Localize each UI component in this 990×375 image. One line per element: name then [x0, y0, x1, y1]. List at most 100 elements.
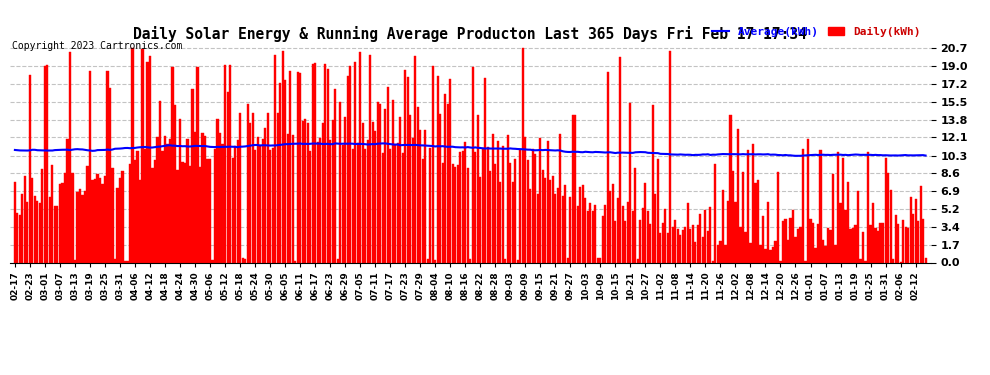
Bar — [94, 179, 96, 262]
Bar — [435, 260, 437, 262]
Bar — [469, 260, 471, 262]
Bar — [737, 129, 739, 262]
Bar — [754, 183, 756, 262]
Bar — [707, 231, 709, 262]
Bar — [422, 159, 424, 262]
Bar — [76, 192, 78, 262]
Bar — [852, 228, 854, 262]
Bar — [34, 196, 36, 262]
Bar — [299, 73, 301, 262]
Bar — [189, 166, 191, 262]
Bar — [329, 140, 332, 262]
Bar — [810, 219, 812, 262]
Bar — [442, 164, 444, 262]
Bar — [286, 134, 289, 262]
Bar — [512, 182, 514, 262]
Bar — [564, 185, 566, 262]
Bar — [96, 174, 99, 262]
Bar — [242, 258, 244, 262]
Bar — [302, 121, 304, 262]
Bar — [445, 94, 446, 262]
Bar — [61, 183, 63, 262]
Bar — [502, 146, 504, 262]
Bar — [514, 159, 517, 262]
Bar — [644, 183, 646, 262]
Bar — [124, 261, 126, 262]
Bar — [615, 221, 617, 262]
Bar — [79, 189, 81, 262]
Bar — [815, 249, 817, 262]
Bar — [656, 159, 659, 262]
Bar — [254, 150, 256, 262]
Bar — [129, 164, 131, 262]
Bar — [402, 153, 404, 262]
Bar — [319, 138, 321, 262]
Bar — [259, 145, 261, 262]
Bar — [419, 130, 422, 262]
Bar — [479, 177, 481, 262]
Bar — [487, 147, 489, 262]
Bar — [677, 230, 679, 262]
Bar — [599, 258, 601, 262]
Bar — [471, 67, 474, 262]
Bar — [279, 83, 281, 262]
Bar — [551, 176, 553, 262]
Bar — [22, 194, 24, 262]
Bar — [412, 138, 414, 262]
Bar — [356, 144, 358, 262]
Bar — [802, 149, 804, 262]
Bar — [782, 221, 784, 262]
Bar — [789, 218, 792, 262]
Bar — [58, 184, 61, 262]
Bar — [794, 237, 797, 262]
Bar — [446, 104, 448, 262]
Bar — [717, 245, 719, 262]
Bar — [56, 206, 58, 262]
Bar — [317, 142, 319, 262]
Bar — [451, 164, 453, 262]
Bar — [535, 154, 537, 262]
Bar — [497, 141, 499, 262]
Bar — [322, 123, 324, 262]
Bar — [179, 119, 181, 262]
Bar — [14, 182, 16, 262]
Bar — [432, 66, 434, 262]
Bar — [684, 226, 686, 262]
Bar — [579, 187, 581, 262]
Bar — [156, 137, 158, 262]
Bar — [304, 119, 306, 262]
Bar — [112, 168, 114, 262]
Bar — [266, 113, 268, 262]
Bar — [119, 178, 121, 262]
Bar — [830, 230, 832, 262]
Bar — [39, 203, 41, 262]
Bar — [47, 65, 49, 262]
Bar — [769, 250, 771, 262]
Bar — [774, 240, 776, 262]
Bar — [104, 176, 106, 262]
Bar — [232, 158, 234, 262]
Bar — [874, 228, 876, 262]
Bar — [722, 190, 724, 262]
Bar — [161, 152, 163, 262]
Bar — [849, 229, 851, 262]
Bar — [459, 152, 461, 262]
Bar — [209, 159, 211, 262]
Bar — [537, 194, 539, 262]
Bar — [582, 185, 584, 262]
Bar — [199, 167, 201, 262]
Bar — [832, 174, 835, 262]
Bar — [392, 100, 394, 262]
Bar — [732, 171, 734, 262]
Bar — [784, 219, 786, 262]
Bar — [835, 246, 837, 262]
Bar — [349, 66, 351, 262]
Bar — [622, 206, 624, 262]
Bar — [917, 221, 919, 262]
Bar — [114, 259, 116, 262]
Bar — [229, 65, 231, 262]
Bar — [134, 159, 136, 262]
Bar — [342, 144, 344, 262]
Bar — [805, 261, 807, 262]
Bar — [744, 232, 746, 262]
